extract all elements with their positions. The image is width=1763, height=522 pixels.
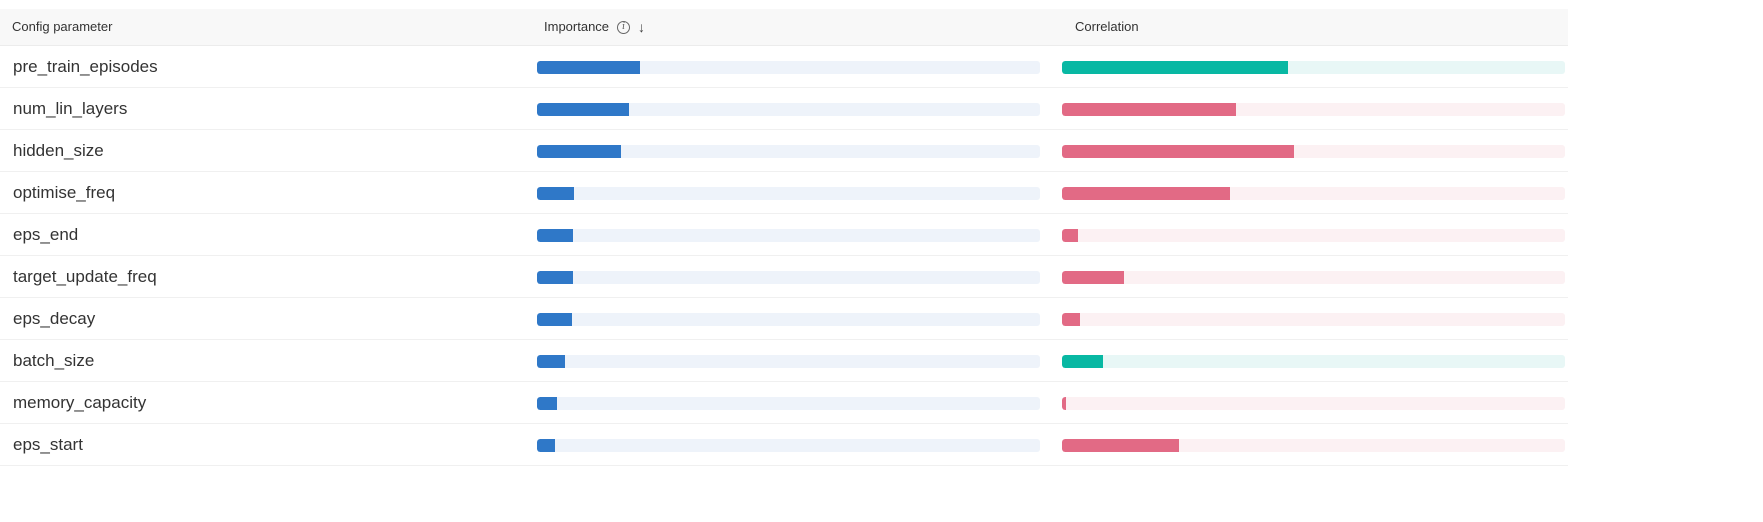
importance-bar-track (537, 355, 1040, 368)
correlation-bar-track (1062, 61, 1565, 74)
table-row[interactable]: eps_start (0, 424, 1568, 466)
correlation-bar-track (1062, 397, 1565, 410)
correlation-bar-track (1062, 439, 1565, 452)
importance-bar-track (537, 397, 1040, 410)
negative-correlation-bar (1062, 229, 1078, 242)
table-row[interactable]: batch_size (0, 340, 1568, 382)
parameter-name: pre_train_episodes (13, 57, 158, 76)
table-row[interactable]: eps_end (0, 214, 1568, 256)
importance-bar-track (537, 103, 1040, 116)
table-row[interactable]: target_update_freq (0, 256, 1568, 298)
negative-correlation-bar (1062, 271, 1124, 284)
parameter-name: eps_end (13, 225, 79, 244)
importance-bar-track (537, 187, 1040, 200)
importance-bar (537, 313, 572, 326)
parameter-name: target_update_freq (13, 267, 157, 286)
importance-bar (537, 397, 557, 410)
importance-bar-track (537, 271, 1040, 284)
parameter-importance-table: Config parameter Importance i ↓ Correlat… (0, 9, 1568, 466)
importance-bar (537, 187, 574, 200)
positive-correlation-bar (1062, 61, 1288, 74)
table-row[interactable]: eps_decay (0, 298, 1568, 340)
correlation-bar-track (1062, 187, 1565, 200)
table-header: Config parameter Importance i ↓ Correlat… (0, 9, 1568, 46)
table-body: pre_train_episodes num_lin_layers hidden_s… (0, 46, 1568, 466)
table-row[interactable]: pre_train_episodes (0, 46, 1568, 88)
correlation-bar-track (1062, 103, 1565, 116)
importance-bar-track (537, 313, 1040, 326)
parameter-name: hidden_size (13, 141, 104, 160)
parameter-name: eps_start (13, 435, 83, 454)
table-row[interactable]: hidden_size (0, 130, 1568, 172)
negative-correlation-bar (1062, 187, 1230, 200)
importance-bar-track (537, 61, 1040, 74)
negative-correlation-bar (1062, 103, 1236, 116)
importance-bar (537, 103, 629, 116)
column-header-importance[interactable]: Importance i ↓ (544, 9, 645, 45)
importance-bar (537, 355, 565, 368)
importance-bar (537, 229, 573, 242)
importance-bar-track (537, 439, 1040, 452)
correlation-bar-track (1062, 145, 1565, 158)
negative-correlation-bar (1062, 145, 1294, 158)
info-icon[interactable]: i (617, 20, 631, 34)
importance-bar (537, 61, 640, 74)
arrow-down-icon[interactable]: ↓ (638, 19, 646, 35)
importance-label: Importance (544, 19, 610, 34)
correlation-bar-track (1062, 229, 1565, 242)
importance-bar (537, 271, 573, 284)
importance-bar-track (537, 145, 1040, 158)
correlation-bar-track (1062, 271, 1565, 284)
correlation-bar-track (1062, 313, 1565, 326)
correlation-bar-track (1062, 355, 1565, 368)
importance-bar (537, 439, 555, 452)
importance-bar-track (537, 229, 1040, 242)
negative-correlation-bar (1062, 439, 1179, 452)
parameter-name: batch_size (13, 351, 95, 370)
parameter-name: optimise_freq (13, 183, 116, 202)
column-header-config-parameter[interactable]: Config parameter (12, 19, 113, 34)
positive-correlation-bar (1062, 355, 1103, 368)
parameter-name: eps_decay (13, 309, 96, 328)
column-header-correlation[interactable]: Correlation (1075, 19, 1139, 34)
parameter-name: memory_capacity (13, 393, 147, 412)
table-row[interactable]: optimise_freq (0, 172, 1568, 214)
table-row[interactable]: num_lin_layers (0, 88, 1568, 130)
negative-correlation-bar (1062, 397, 1066, 410)
importance-bar (537, 145, 621, 158)
table-row[interactable]: memory_capacity (0, 382, 1568, 424)
negative-correlation-bar (1062, 313, 1080, 326)
parameter-name: num_lin_layers (13, 99, 128, 118)
